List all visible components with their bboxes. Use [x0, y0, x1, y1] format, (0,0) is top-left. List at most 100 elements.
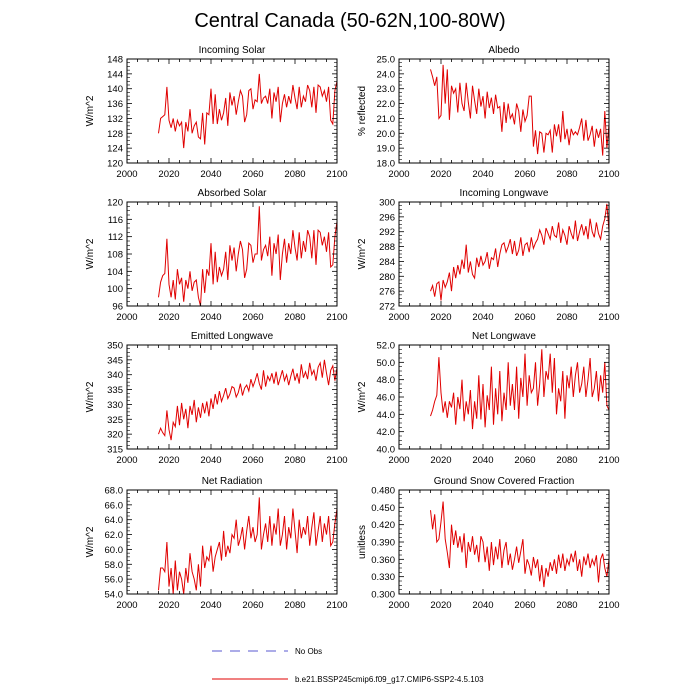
x-tick-label: 2080 — [284, 312, 305, 323]
plot-frame — [126, 201, 338, 307]
plot-frame — [126, 489, 338, 595]
x-tick-label: 2080 — [284, 169, 305, 180]
x-tick-label: 2000 — [116, 312, 137, 323]
y-tick-label: 20.0 — [377, 129, 396, 140]
y-axis-label: % reflected — [357, 86, 368, 136]
y-tick-label: 48.0 — [377, 375, 396, 386]
series-line — [158, 73, 337, 149]
x-tick-label: 2100 — [598, 600, 619, 611]
legend-model-label: b.e21.BSSP245cmip6.f09_g17.CMIP6-SSP2-4.… — [295, 675, 484, 684]
x-tick-label: 2040 — [472, 312, 493, 323]
x-tick-label: 2080 — [556, 312, 577, 323]
y-tick-label: 18.0 — [377, 159, 396, 170]
y-tick-label: 108 — [107, 250, 123, 261]
y-tick-label: 0.480 — [371, 486, 395, 497]
x-tick-label: 2020 — [158, 312, 179, 323]
series-line — [430, 203, 609, 301]
y-tick-label: 42.0 — [377, 427, 396, 438]
x-tick-label: 2100 — [326, 312, 347, 323]
x-tick-label: 2080 — [284, 455, 305, 466]
x-tick-label: 2080 — [284, 600, 305, 611]
x-tick-label: 2060 — [242, 169, 263, 180]
y-tick-label: 66.0 — [105, 500, 124, 511]
series-line — [430, 501, 609, 588]
y-axis-label: W/m^2 — [357, 238, 368, 269]
y-tick-label: 272 — [379, 302, 395, 313]
x-tick-label: 2100 — [326, 169, 347, 180]
y-tick-label: 330 — [107, 400, 123, 411]
y-tick-label: 56.0 — [105, 575, 124, 586]
plot-frame — [126, 58, 338, 164]
x-tick-label: 2020 — [430, 455, 451, 466]
panel-title: Net Longwave — [472, 331, 536, 342]
legend-obs-label: No Obs — [295, 647, 322, 656]
panels: 2000 2020 2040 2060 2080 2100 120 124 128 132 136 1… — [85, 45, 620, 611]
figure-title: Central Canada (50-62N,100-80W) — [194, 10, 505, 32]
y-tick-label: 148 — [107, 55, 123, 66]
y-tick-label: 22.0 — [377, 99, 396, 110]
y-tick-label: 292 — [379, 227, 395, 238]
x-tick-label: 2100 — [598, 455, 619, 466]
y-tick-label: 276 — [379, 287, 395, 298]
y-tick-label: 64.0 — [105, 515, 124, 526]
x-tick-label: 2000 — [388, 169, 409, 180]
panel-title: Albedo — [488, 45, 520, 56]
y-tick-label: 296 — [379, 212, 395, 223]
y-axis-label: W/m^2 — [85, 238, 96, 269]
y-tick-label: 112 — [108, 232, 123, 243]
x-tick-label: 2000 — [388, 455, 409, 466]
panel-title: Incoming Longwave — [460, 188, 549, 199]
x-tick-label: 2020 — [158, 169, 179, 180]
y-tick-label: 60.0 — [105, 545, 124, 556]
x-tick-label: 2060 — [514, 312, 535, 323]
x-tick-label: 2020 — [430, 600, 451, 611]
y-tick-label: 340 — [107, 370, 123, 381]
x-tick-label: 2060 — [242, 600, 263, 611]
legend: No Obs b.e21.BSSP245cmip6.f09_g17.CMIP6-… — [212, 647, 484, 684]
x-tick-label: 2040 — [472, 169, 493, 180]
y-tick-label: 68.0 — [105, 486, 124, 497]
plot-frame — [398, 58, 610, 164]
y-tick-label: 23.0 — [377, 84, 396, 95]
y-tick-label: 52.0 — [377, 341, 396, 352]
panel-title: Ground Snow Covered Fraction — [434, 476, 575, 487]
y-tick-label: 300 — [379, 198, 395, 209]
y-tick-label: 0.420 — [371, 520, 395, 531]
x-tick-label: 2080 — [556, 455, 577, 466]
y-tick-label: 62.0 — [105, 530, 124, 541]
y-tick-label: 345 — [107, 355, 123, 366]
x-tick-label: 2020 — [158, 600, 179, 611]
x-tick-label: 2060 — [514, 600, 535, 611]
x-tick-label: 2040 — [200, 600, 221, 611]
y-tick-label: 124 — [107, 144, 123, 155]
x-tick-label: 2020 — [158, 455, 179, 466]
x-tick-label: 2000 — [116, 600, 137, 611]
y-tick-label: 96 — [112, 302, 123, 313]
y-tick-label: 50.0 — [377, 358, 396, 369]
x-tick-label: 2000 — [116, 169, 137, 180]
y-axis-label: unitless — [357, 525, 368, 559]
y-tick-label: 136 — [107, 99, 123, 110]
x-tick-label: 2000 — [116, 455, 137, 466]
y-tick-label: 46.0 — [377, 393, 396, 404]
y-tick-label: 0.360 — [371, 555, 395, 566]
panel-title: Absorbed Solar — [198, 188, 268, 199]
y-tick-label: 132 — [107, 114, 123, 125]
panel-title: Incoming Solar — [199, 45, 266, 56]
x-tick-label: 2080 — [556, 600, 577, 611]
y-tick-label: 0.330 — [371, 572, 395, 583]
y-tick-label: 0.450 — [371, 503, 395, 514]
y-tick-label: 280 — [379, 272, 395, 283]
panel-3: 2000 2020 2040 2060 2080 2100 96 100 104 108 112 11… — [85, 188, 348, 323]
y-tick-label: 120 — [107, 198, 123, 209]
y-tick-label: 40.0 — [377, 445, 396, 456]
panel-1: 2000 2020 2040 2060 2080 2100 120 124 128 132 136 1… — [85, 45, 348, 180]
panel-2: 2000 2020 2040 2060 2080 2100 18.0 19.0 20.0 21.0… — [357, 45, 620, 180]
x-tick-label: 2080 — [556, 169, 577, 180]
panel-5: 2000 2020 2040 2060 2080 2100 315 320 325 330 335 3… — [85, 331, 348, 466]
y-tick-label: 104 — [107, 267, 123, 278]
series-line — [430, 349, 609, 430]
y-tick-label: 284 — [379, 257, 395, 268]
x-tick-label: 2100 — [326, 455, 347, 466]
y-tick-label: 19.0 — [377, 144, 396, 155]
